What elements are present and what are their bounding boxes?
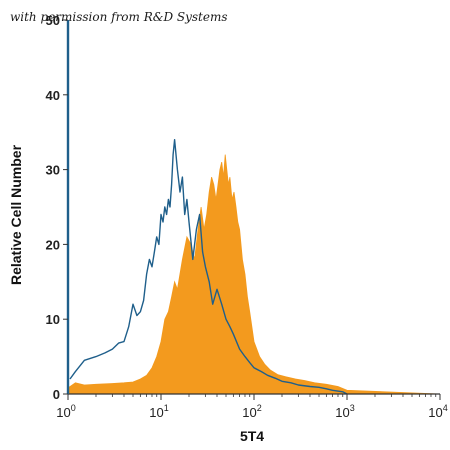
y-tick-label: 10 bbox=[46, 312, 60, 327]
y-tick-label: 40 bbox=[46, 88, 60, 103]
x-tick-label: 100 bbox=[56, 403, 75, 420]
y-tick-label: 20 bbox=[46, 237, 60, 252]
y-tick-label: 30 bbox=[46, 163, 60, 178]
outline-histogram-series bbox=[69, 139, 348, 395]
y-tick-label: 0 bbox=[53, 387, 60, 402]
x-tick-label: 101 bbox=[149, 403, 168, 420]
y-axis-title: Relative Cell Number bbox=[8, 144, 24, 285]
x-axis-title: 5T4 bbox=[240, 428, 264, 444]
filled-histogram-series bbox=[67, 154, 441, 395]
axes: 0 10 20 30 40 50 100 101 102 103 104 bbox=[46, 13, 448, 420]
y-tick-label: 50 bbox=[46, 13, 60, 28]
x-tick-label: 103 bbox=[335, 403, 354, 420]
plot-area bbox=[67, 139, 441, 395]
x-tick-label: 102 bbox=[242, 403, 261, 420]
x-tick-label: 104 bbox=[428, 403, 447, 420]
watermark-text: with permission from R&D Systems bbox=[10, 10, 228, 24]
